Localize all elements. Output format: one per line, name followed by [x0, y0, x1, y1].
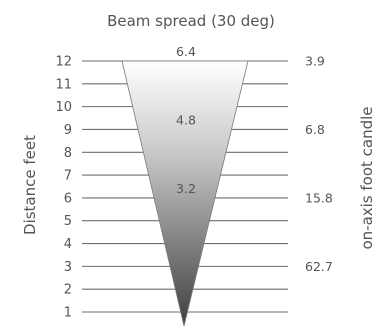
- beam-cone: [121, 60, 249, 327]
- distance-tick-5: 5: [64, 214, 72, 229]
- distance-tick-7: 7: [64, 169, 72, 184]
- beam-spread-label: 3.2: [176, 181, 196, 196]
- distance-tick-3: 3: [64, 260, 72, 275]
- distance-tick-8: 8: [64, 146, 72, 161]
- distance-tick-10: 10: [55, 100, 72, 115]
- distance-tick-1: 1: [64, 306, 72, 321]
- beam-spread-label: 4.8: [176, 112, 196, 127]
- distance-tick-12: 12: [55, 55, 72, 70]
- foot-candle-labels: 3.9 6.8 15.8 62.7: [305, 54, 333, 274]
- distance-tick-4: 4: [64, 237, 72, 252]
- distance-tick-11: 11: [55, 77, 72, 92]
- foot-candle-label: 15.8: [305, 190, 333, 205]
- left-axis-label: Distance feet: [21, 135, 39, 235]
- foot-candle-label: 62.7: [305, 259, 333, 274]
- diagram-title: Beam spread (30 deg): [107, 12, 275, 30]
- distance-tick-2: 2: [64, 283, 72, 298]
- foot-candle-label: 6.8: [305, 122, 325, 137]
- distance-tick-9: 9: [64, 123, 72, 138]
- foot-candle-label: 3.9: [305, 54, 325, 69]
- distance-tick-labels: 12 11 10 9 8 7 6 5 4 3 2 1: [55, 55, 72, 321]
- beam-spread-labels: 6.4 4.8 3.2: [176, 44, 196, 196]
- right-axis-label: on-axis foot candle: [358, 106, 376, 249]
- distance-tick-6: 6: [64, 191, 72, 206]
- beam-spread-label: 6.4: [176, 44, 196, 59]
